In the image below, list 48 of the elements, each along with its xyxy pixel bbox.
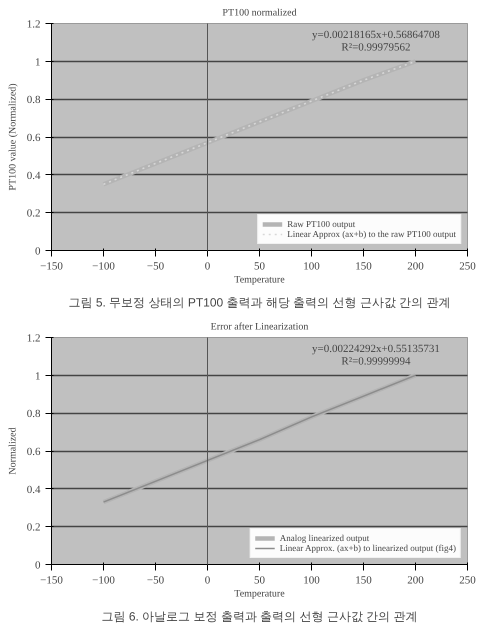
x-tick-label: 150 (355, 260, 372, 272)
y-tick-label: 0.6 (26, 446, 41, 458)
annotation: y=0.00218165x+0.56864708 (312, 28, 440, 41)
x-tick-label: −100 (92, 260, 116, 272)
y-tick-label: 1 (35, 370, 40, 382)
x-tick-label: 250 (459, 260, 476, 272)
y-tick-label: 0.8 (26, 408, 41, 420)
legend-label: Linear Approx. (ax+b) to linearized output (fig4) (280, 543, 456, 553)
x-tick-label: 200 (407, 574, 424, 586)
y-tick-label: 0 (35, 246, 41, 258)
chart-title: Error after Linearization (210, 322, 308, 332)
y-tick-label: 0.2 (26, 208, 40, 220)
x-tick-label: −150 (40, 260, 64, 272)
y-tick-label: 0.4 (26, 484, 41, 496)
legend-label: Raw PT100 output (287, 219, 356, 229)
y-tick-label: 0 (35, 560, 41, 572)
x-tick-label: 50 (254, 574, 266, 586)
annotation: y=0.00224292x+0.55135731 (312, 342, 440, 355)
y-tick-label: 0.2 (26, 522, 40, 534)
annotation: R²=0.99999994 (341, 355, 412, 368)
x-tick-label: 150 (355, 574, 372, 586)
x-tick-label: −50 (146, 574, 165, 586)
x-tick-label: 0 (204, 260, 211, 272)
x-tick-label: 50 (254, 260, 266, 272)
y-tick-label: 0.8 (26, 94, 41, 106)
annotation: R²=0.99979562 (341, 41, 411, 54)
x-tick-label: 100 (303, 574, 320, 586)
x-tick-label: −150 (40, 574, 64, 586)
legend-label: Linear Approx (ax+b) to the raw PT100 output (287, 229, 456, 239)
x-tick-label: 0 (204, 574, 211, 586)
y-tick-label: 0.4 (26, 170, 41, 182)
x-axis-title: Temperature (234, 274, 286, 286)
y-tick-label: 1 (35, 56, 40, 68)
x-tick-label: −50 (146, 260, 165, 272)
x-tick-label: 250 (459, 574, 476, 586)
x-tick-label: 200 (407, 260, 424, 272)
caption: 그림 5. 무보정 상태의 PT100 출력과 해당 출력의 선형 근사값 간의 관계 (68, 296, 451, 310)
legend-label: Analog linearized output (280, 533, 370, 543)
chart-title: PT100 normalized (222, 8, 297, 18)
y-tick-label: 1.2 (26, 332, 40, 344)
y-tick-label: 0.6 (26, 132, 41, 144)
y-axis-title: PT100 value (Normalized) (8, 83, 18, 191)
y-axis-title: Normalized (8, 427, 18, 475)
y-tick-label: 1.2 (26, 18, 40, 30)
x-tick-label: 100 (303, 260, 320, 272)
x-tick-label: −100 (92, 574, 116, 586)
caption: 그림 6. 아날로그 보정 출력과 출력의 선형 근사값 간의 관계 (101, 610, 418, 624)
x-axis-title: Temperature (234, 588, 286, 600)
